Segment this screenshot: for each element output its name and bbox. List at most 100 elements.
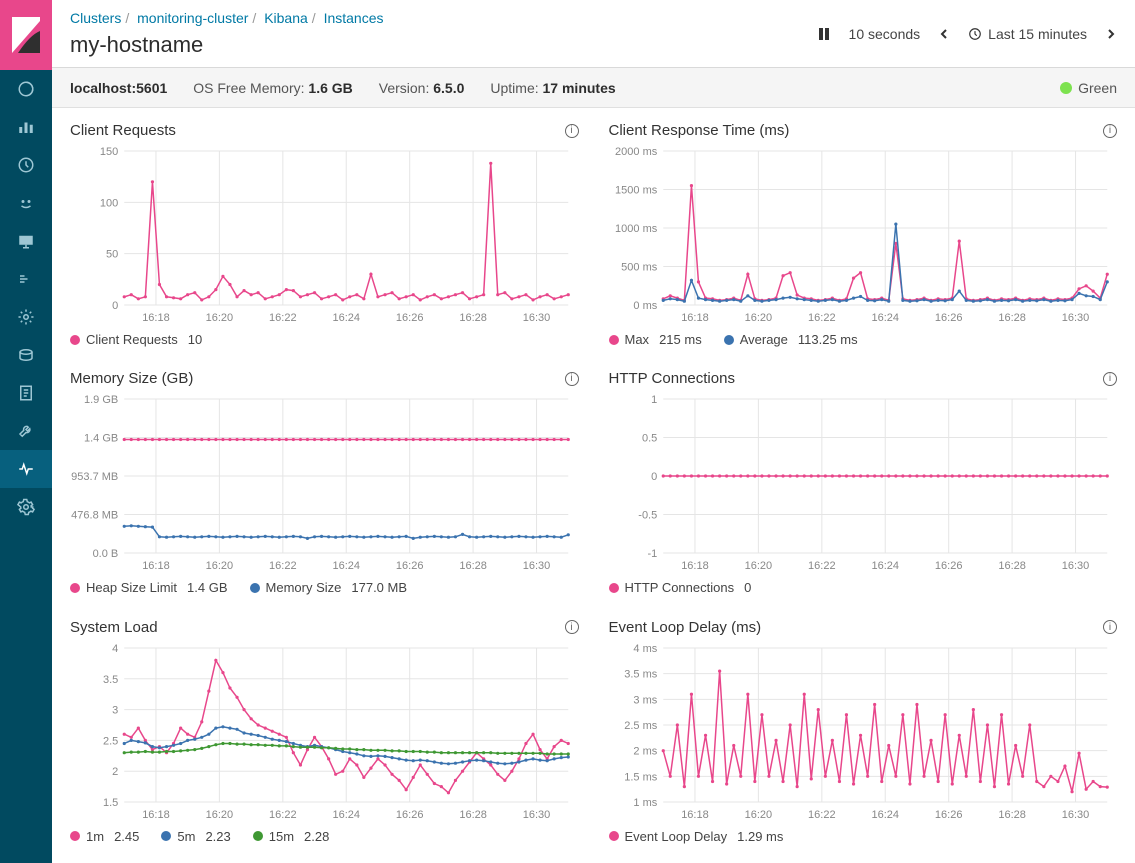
- legend-item: Client Requests 10: [70, 332, 202, 347]
- chart-legend: Event Loop Delay 1.29 ms: [609, 829, 1118, 844]
- info-icon[interactable]: i: [565, 620, 579, 634]
- legend-label: 15m: [269, 829, 294, 844]
- infobar: localhost:5601 OS Free Memory: 1.6 GB Ve…: [52, 68, 1135, 108]
- time-range-picker[interactable]: Last 15 minutes: [968, 26, 1087, 42]
- svg-text:16:26: 16:26: [934, 809, 962, 821]
- svg-text:1000 ms: 1000 ms: [615, 223, 658, 235]
- svg-text:1.5 ms: 1.5 ms: [624, 771, 658, 783]
- version: Version: 6.5.0: [379, 80, 465, 96]
- svg-text:4: 4: [112, 643, 118, 655]
- legend-label: Average: [740, 332, 788, 347]
- svg-text:150: 150: [100, 146, 118, 158]
- chart-client-requests: Client Requests i 05010015016:1816:2016:…: [70, 122, 579, 352]
- refresh-interval[interactable]: 10 seconds: [849, 26, 921, 42]
- nav-infra-icon[interactable]: [0, 298, 52, 336]
- legend-item: Memory Size 177.0 MB: [250, 580, 408, 595]
- svg-text:16:28: 16:28: [459, 560, 487, 572]
- legend-label: Client Requests: [86, 332, 178, 347]
- svg-text:953.7 MB: 953.7 MB: [71, 471, 118, 483]
- svg-text:16:20: 16:20: [744, 312, 772, 324]
- info-icon[interactable]: i: [1103, 124, 1117, 138]
- svg-text:2: 2: [112, 766, 118, 778]
- svg-text:16:30: 16:30: [1061, 560, 1089, 572]
- svg-text:100: 100: [100, 197, 118, 209]
- breadcrumb-instances[interactable]: Instances: [324, 10, 384, 26]
- svg-text:16:26: 16:26: [934, 312, 962, 324]
- svg-text:2.5 ms: 2.5 ms: [624, 720, 658, 732]
- timepicker-prev-icon[interactable]: [938, 28, 950, 40]
- nav-logs-icon[interactable]: [0, 374, 52, 412]
- svg-text:16:30: 16:30: [523, 809, 551, 821]
- legend-label: HTTP Connections: [625, 580, 735, 595]
- svg-text:16:18: 16:18: [681, 809, 709, 821]
- timepicker-next-icon[interactable]: [1105, 28, 1117, 40]
- legend-dot: [253, 831, 263, 841]
- pause-button[interactable]: [817, 27, 831, 41]
- nav-dashboard-icon[interactable]: [0, 146, 52, 184]
- legend-value: 113.25 ms: [798, 332, 858, 347]
- nav-canvas-icon[interactable]: [0, 222, 52, 260]
- legend-value: 2.45: [114, 829, 139, 844]
- svg-text:16:22: 16:22: [269, 312, 297, 324]
- svg-text:16:18: 16:18: [142, 312, 170, 324]
- chart-legend: Heap Size Limit 1.4 GB Memory Size 177.0…: [70, 580, 579, 595]
- svg-text:16:28: 16:28: [998, 312, 1026, 324]
- svg-text:16:26: 16:26: [934, 560, 962, 572]
- status-dot: [1060, 82, 1072, 94]
- svg-text:1500 ms: 1500 ms: [615, 185, 658, 197]
- svg-text:16:24: 16:24: [871, 312, 899, 324]
- nav-visualize-icon[interactable]: [0, 108, 52, 146]
- breadcrumb-cluster-name[interactable]: monitoring-cluster: [137, 10, 248, 26]
- nav-discover-icon[interactable]: [0, 70, 52, 108]
- svg-text:16:30: 16:30: [1061, 809, 1089, 821]
- svg-text:3 ms: 3 ms: [633, 694, 657, 706]
- legend-item: 1m 2.45: [70, 829, 139, 844]
- svg-text:1.4 GB: 1.4 GB: [84, 433, 118, 445]
- legend-item: HTTP Connections 0: [609, 580, 752, 595]
- status-label: Green: [1078, 80, 1117, 96]
- nav-monitoring-icon[interactable]: [0, 450, 52, 488]
- svg-text:4 ms: 4 ms: [633, 643, 657, 655]
- svg-text:500 ms: 500 ms: [621, 262, 658, 274]
- svg-text:2.5: 2.5: [103, 735, 118, 747]
- kibana-logo[interactable]: [0, 0, 52, 70]
- chart-legend: Client Requests 10: [70, 332, 579, 347]
- breadcrumb-clusters[interactable]: Clusters: [70, 10, 121, 26]
- host-label: localhost:5601: [70, 80, 167, 96]
- svg-text:16:28: 16:28: [998, 809, 1026, 821]
- svg-text:16:30: 16:30: [523, 560, 551, 572]
- legend-dot: [70, 335, 80, 345]
- svg-text:16:18: 16:18: [142, 809, 170, 821]
- chart-plot: 1 ms1.5 ms2 ms2.5 ms3 ms3.5 ms4 ms16:181…: [609, 640, 1118, 822]
- svg-text:0 ms: 0 ms: [633, 300, 657, 312]
- svg-text:16:22: 16:22: [269, 560, 297, 572]
- svg-text:16:18: 16:18: [142, 560, 170, 572]
- svg-text:16:18: 16:18: [681, 560, 709, 572]
- legend-item: 15m 2.28: [253, 829, 330, 844]
- legend-dot: [161, 831, 171, 841]
- chart-title: Client Response Time (ms): [609, 122, 1104, 139]
- svg-text:-1: -1: [647, 548, 657, 560]
- chart-client-response: Client Response Time (ms) i 0 ms 500 ms 10…: [609, 122, 1118, 352]
- legend-value: 1.29 ms: [737, 829, 783, 844]
- nav-timelion-icon[interactable]: [0, 184, 52, 222]
- chart-legend: Max 215 ms Average 113.25 ms: [609, 332, 1118, 347]
- nav-devtools-icon[interactable]: [0, 412, 52, 450]
- nav-ml-icon[interactable]: [0, 260, 52, 298]
- legend-dot: [609, 583, 619, 593]
- nav-apm-icon[interactable]: [0, 336, 52, 374]
- info-icon[interactable]: i: [565, 372, 579, 386]
- svg-text:16:24: 16:24: [332, 312, 360, 324]
- info-icon[interactable]: i: [1103, 372, 1117, 386]
- svg-text:1.9 GB: 1.9 GB: [84, 394, 118, 406]
- breadcrumb-kibana[interactable]: Kibana: [264, 10, 308, 26]
- chart-plot: 05010015016:1816:2016:2216:2416:2616:281…: [70, 143, 579, 325]
- legend-label: Heap Size Limit: [86, 580, 177, 595]
- svg-text:16:20: 16:20: [206, 809, 234, 821]
- nav-management-icon[interactable]: [0, 488, 52, 526]
- info-icon[interactable]: i: [1103, 620, 1117, 634]
- svg-text:16:20: 16:20: [206, 312, 234, 324]
- legend-dot: [70, 831, 80, 841]
- info-icon[interactable]: i: [565, 124, 579, 138]
- svg-text:16:30: 16:30: [523, 312, 551, 324]
